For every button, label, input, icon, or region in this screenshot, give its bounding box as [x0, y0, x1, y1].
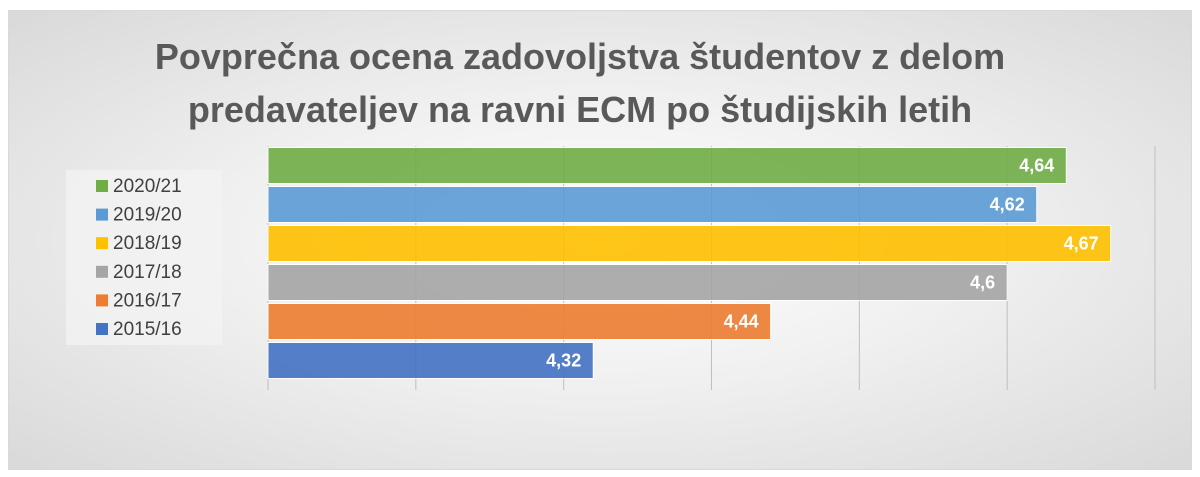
legend-label: 2016/17 [113, 290, 182, 311]
bar [267, 186, 1038, 223]
legend-box [66, 170, 222, 345]
chart-title: Povprečna ocena zadovoljstva študentov z… [154, 36, 1006, 130]
legend-label: 2017/18 [113, 262, 182, 283]
legend-swatch [96, 208, 108, 221]
data-label: 4,6 [970, 272, 995, 292]
data-label: 4,64 [1019, 155, 1054, 175]
data-label: 4,62 [990, 194, 1025, 214]
legend-label: 2018/19 [113, 233, 182, 254]
bar [267, 147, 1067, 184]
legend-swatch [96, 294, 108, 307]
bar [267, 264, 1008, 301]
legend-swatch [96, 265, 108, 278]
data-label: 4,32 [546, 350, 581, 370]
bar [267, 303, 772, 340]
legend-label: 2020/21 [113, 176, 182, 197]
legend-swatch [96, 323, 108, 335]
legend-label: 2015/16 [113, 319, 182, 340]
bar [267, 225, 1112, 262]
legend-swatch [96, 237, 108, 250]
legend-label: 2019/20 [113, 205, 182, 226]
legend-swatch [96, 180, 108, 192]
data-label: 4,67 [1064, 233, 1099, 253]
bar [267, 342, 594, 379]
data-label: 4,44 [724, 311, 759, 331]
